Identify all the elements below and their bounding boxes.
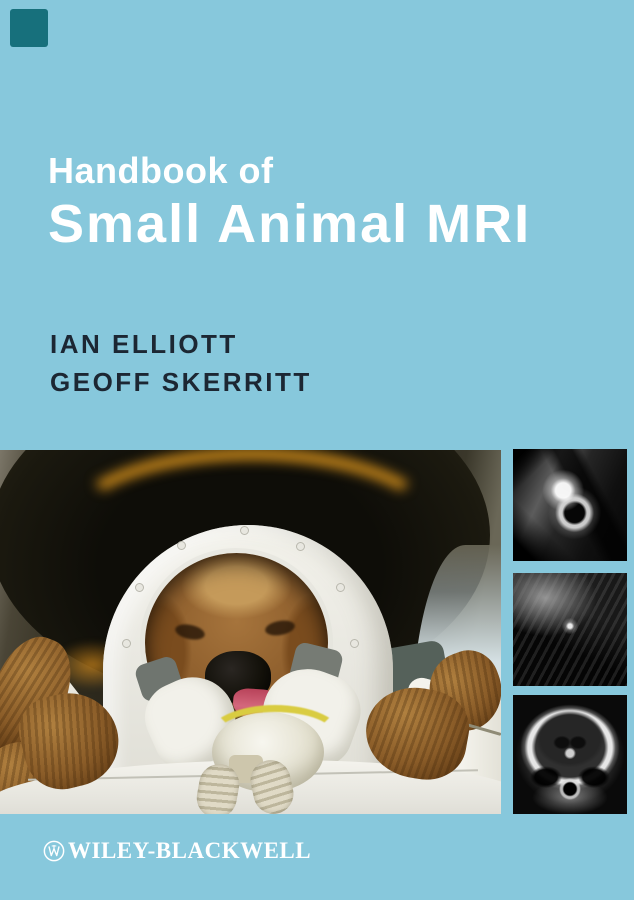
mri-thumbnail-head-axial [513,695,627,814]
author-1: IAN ELLIOTT [50,329,238,359]
publisher-name: WILEY-BLACKWELL [68,838,312,863]
corner-accent-square [10,9,48,47]
wiley-emblem-icon [43,840,65,862]
dog-right-eye [264,618,296,638]
book-title: Handbook of Small Animal MRI [48,148,531,254]
anesthesia-mask-yellow-ring [208,705,342,767]
coil-screw [177,541,186,550]
author-names: IAN ELLIOTT GEOFF SKERRITT [50,325,312,401]
coil-screw [122,639,131,648]
mri-thumbnail-sagittal-joint [513,449,627,561]
coil-screw [135,583,144,592]
coil-screw [350,639,359,648]
title-line-2: Small Animal MRI [48,194,532,254]
wiley-blackwell-logo: WILEY-BLACKWELL [43,838,312,863]
coil-screw [240,526,249,535]
mri-thumbnail-shoulder [513,573,627,686]
bore-amber-glow [60,450,444,612]
author-2: GEOFF SKERRITT [50,367,312,397]
dog-left-eye [173,622,207,642]
coil-screw [296,542,305,551]
coil-screw [336,583,345,592]
title-line-1: Handbook of [48,150,274,191]
dog-in-mri-photo [0,450,501,814]
